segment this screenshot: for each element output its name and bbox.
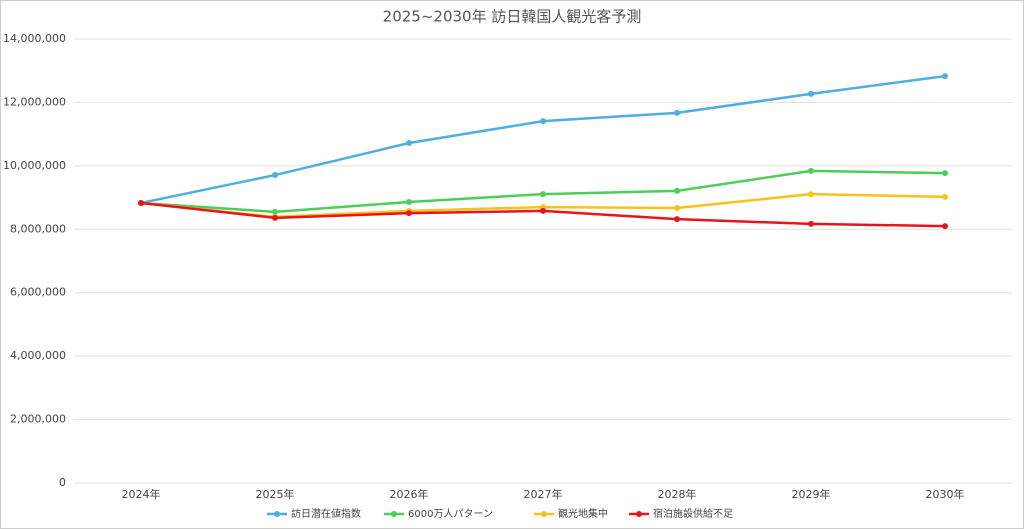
data-point [674,205,680,212]
legend-marker [391,511,397,517]
x-tick-label: 2030年 [926,487,965,501]
data-point [808,167,814,174]
data-point [540,191,546,198]
data-point [272,172,278,179]
legend-marker [636,511,642,517]
data-point [942,193,948,200]
x-tick-label: 2029年 [792,487,831,501]
data-point [674,216,680,223]
data-point [808,90,814,97]
y-tick-label: 0 [59,476,66,489]
legend-label: 6000万人パターン [408,508,493,520]
legend-label: 観光地集中 [558,507,608,520]
data-point [674,187,680,194]
chart-title: 2025~2030年 訪日韓国人観光客予測 [383,8,642,26]
data-point [272,208,278,215]
y-tick-label: 8,000,000 [10,222,66,235]
data-point [406,140,412,147]
x-tick-label: 2026年 [390,487,429,501]
data-point [138,199,144,206]
y-tick-label: 10,000,000 [3,159,66,172]
data-point [674,109,680,116]
y-tick-label: 14,000,000 [3,32,66,45]
legend-marker [274,511,280,517]
data-point [942,223,948,230]
x-tick-label: 2024年 [122,487,161,501]
data-point [942,73,948,80]
data-point [808,220,814,227]
data-point [406,210,412,217]
y-tick-label: 6,000,000 [10,286,66,299]
x-tick-label: 2025年 [256,487,295,501]
data-point [808,191,814,198]
y-tick-label: 4,000,000 [10,349,66,362]
data-point [272,214,278,221]
legend-marker [541,511,547,517]
x-tick-label: 2028年 [658,487,697,501]
y-tick-label: 2,000,000 [10,413,66,426]
legend-label: 宿泊施設供給不足 [653,507,733,520]
data-point [540,207,546,214]
x-tick-label: 2027年 [524,487,563,501]
legend-label: 訪日潜在値指数 [291,507,361,520]
data-point [540,118,546,125]
data-point [942,170,948,177]
data-point [406,199,412,206]
y-tick-label: 12,000,000 [3,95,66,108]
